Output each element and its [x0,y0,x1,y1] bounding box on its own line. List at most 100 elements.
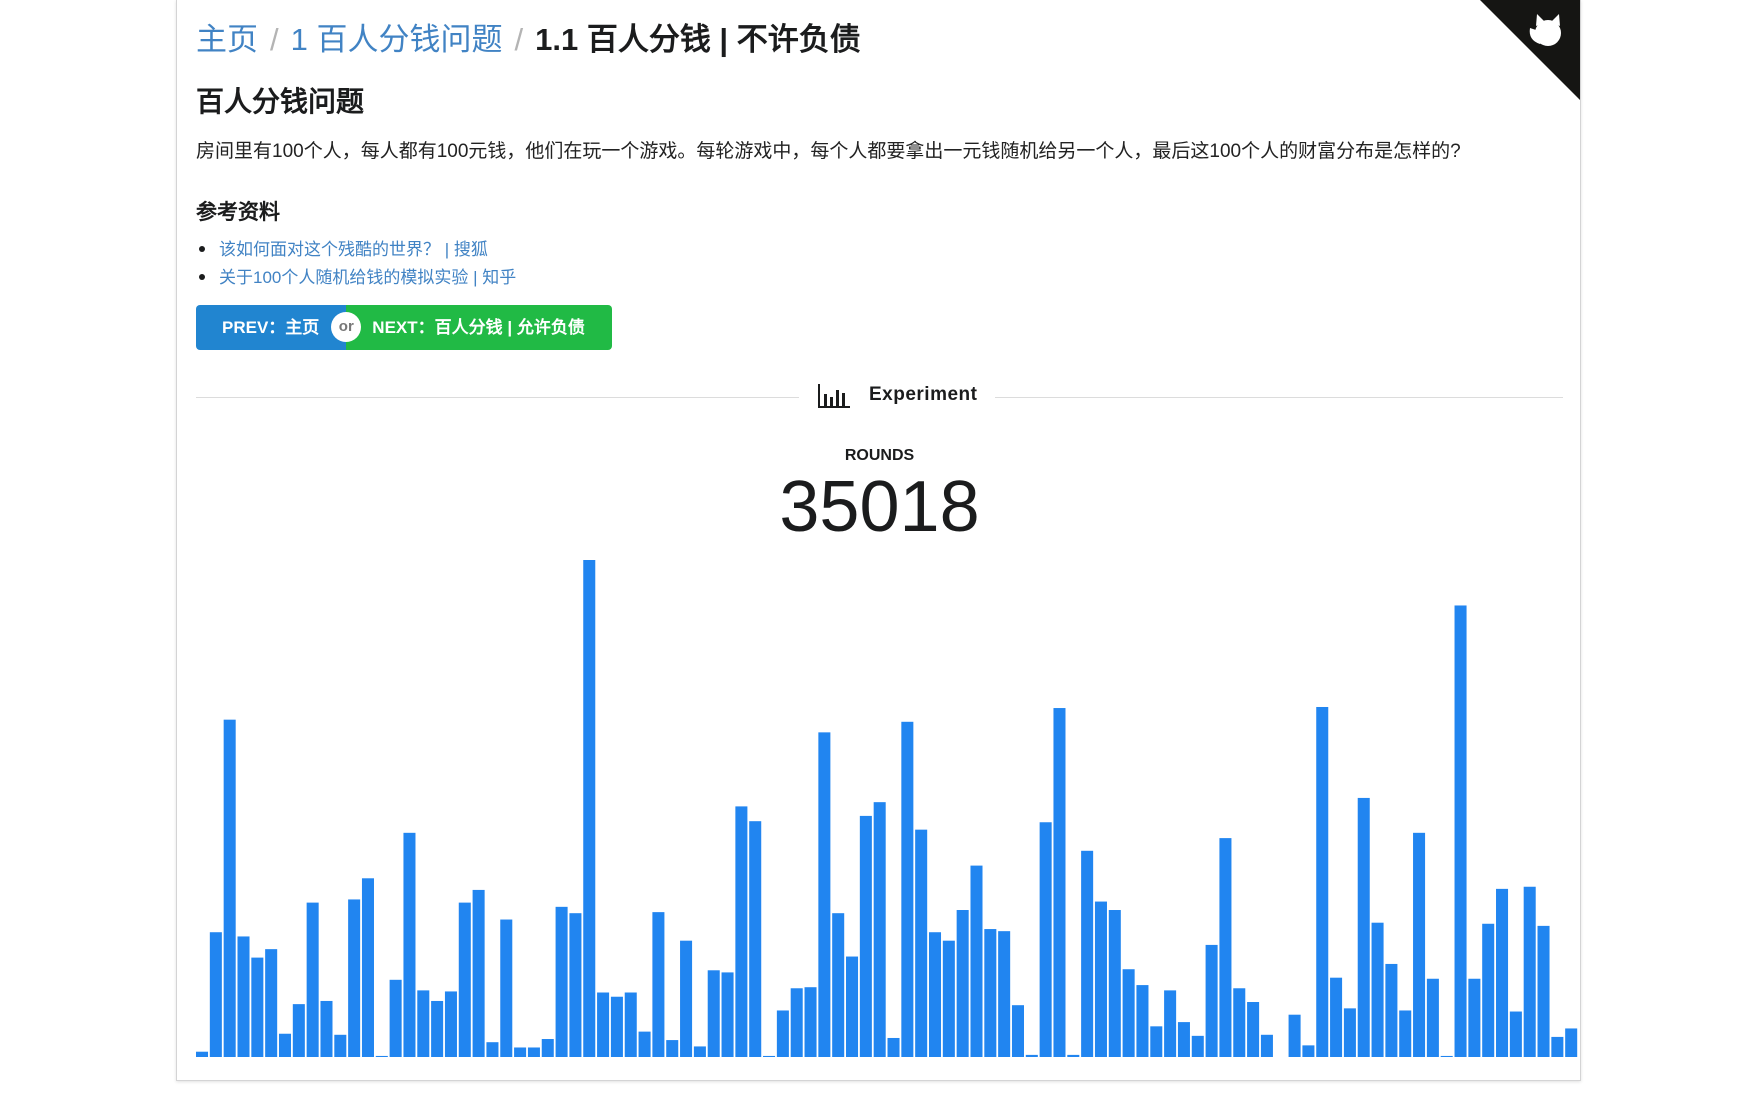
chart-bar-78 [1260,1034,1273,1057]
page-card: 主页 / 1 百人分钱问题 / 1.1 百人分钱 | 不许负债 百人分钱问题 房间里有1… [176,0,1581,1081]
chart-bar-76 [1233,988,1246,1057]
bullet-icon [199,246,205,253]
chart-bar-59 [998,931,1011,1057]
chart-bar-21 [472,889,485,1057]
bar-chart-icon [818,384,850,408]
chart-bar-32 [624,992,637,1057]
chart-bar-89 [1413,832,1426,1057]
chart-bar-51 [887,1037,900,1057]
chart-bar-3 [223,719,236,1057]
chart-bar-45 [804,987,817,1057]
reference-link-zhihu[interactable]: 关于100个人随机给钱的模拟实验 | 知乎 [219,268,517,287]
chart-bar-85 [1357,797,1370,1057]
breadcrumb-separator: / [270,22,279,57]
chart-bar-22 [486,1042,499,1057]
chart-bar-17 [417,990,430,1057]
chart-bar-60 [1011,1005,1024,1057]
chart-bar-64 [1067,1054,1080,1057]
chart-bar-30 [597,992,610,1057]
wealth-distribution-chart [196,560,1578,1057]
references-list: 该如何面对这个残酷的世界？ | 搜狐 关于100个人随机给钱的模拟实验 | 知乎 [196,236,516,292]
chart-bar-46 [818,732,831,1057]
chart-bar-49 [859,815,872,1057]
chart-bar-86 [1371,922,1384,1057]
chart-bar-18 [431,1000,444,1057]
chart-bar-19 [444,991,457,1057]
chart-bar-70 [1150,1026,1163,1057]
breadcrumb: 主页 / 1 百人分钱问题 / 1.1 百人分钱 | 不许负债 [196,14,861,59]
divider-line-left [196,397,799,398]
chart-bar-36 [680,940,693,1057]
chart-bar-77 [1247,1002,1260,1057]
breadcrumb-separator: / [514,22,524,57]
chart-bar-29 [583,560,596,1057]
chart-bar-97 [1523,886,1536,1057]
github-corner-icon[interactable] [1480,0,1580,100]
chart-bar-34 [652,912,665,1057]
chart-bar-12 [348,899,361,1057]
chart-bar-88 [1399,1010,1412,1057]
chart-bar-82 [1316,706,1329,1057]
chart-bar-65 [1081,850,1094,1057]
experiment-divider: Experiment [799,382,996,408]
chart-bar-15 [389,979,402,1057]
chart-bar-14 [375,1055,388,1057]
breadcrumb-home-link[interactable]: 主页 [196,22,258,57]
chart-bar-92 [1454,605,1467,1057]
chart-bar-57 [970,865,983,1057]
chart-bar-13 [361,878,374,1057]
chart-bar-41 [749,821,762,1057]
list-item: 关于100个人随机给钱的模拟实验 | 知乎 [196,264,516,292]
chart-bar-25 [527,1047,540,1057]
chart-bar-11 [334,1034,347,1057]
chart-bar-5 [251,957,264,1057]
problem-description: 房间里有100个人，每人都有100元钱，他们在玩一个游戏。每轮游戏中，每个人都要… [196,141,1461,162]
chart-bar-55 [942,940,955,1057]
chart-bar-56 [956,910,969,1057]
list-item: 该如何面对这个残酷的世界？ | 搜狐 [196,236,516,264]
chart-bar-84 [1343,1008,1356,1057]
chart-bar-37 [693,1046,706,1057]
chart-bar-75 [1219,838,1232,1057]
breadcrumb-current: 1.1 百人分钱 | 不许负债 [535,22,861,57]
chart-bar-66 [1094,901,1107,1057]
chart-bar-31 [610,996,623,1057]
chart-bar-20 [458,902,471,1057]
chart-bar-69 [1136,985,1149,1057]
chart-bar-48 [846,956,859,1057]
chart-bar-38 [707,970,720,1057]
next-button[interactable]: NEXT：百人分钱 | 允许负债 [346,305,612,350]
chart-bar-83 [1330,977,1343,1057]
chart-bar-62 [1039,822,1052,1057]
chart-bar-53 [915,829,928,1057]
chart-bar-52 [901,721,914,1057]
chart-bar-42 [763,1055,776,1057]
chart-bar-40 [735,806,748,1057]
chart-bar-4 [237,936,250,1057]
chart-bar-98 [1537,925,1550,1057]
divider-line-right [978,397,1563,398]
chart-bar-74 [1205,944,1218,1057]
breadcrumb-section-link[interactable]: 1 百人分钱问题 [290,22,503,57]
chart-bar-54 [928,932,942,1057]
reference-link-sohu[interactable]: 该如何面对这个残酷的世界？ | 搜狐 [219,240,488,259]
rounds-label: ROUNDS [844,447,915,464]
chart-bar-26 [541,1039,554,1057]
chart-bar-43 [776,1010,789,1057]
chart-bar-61 [1025,1054,1038,1057]
chart-bar-68 [1122,969,1135,1057]
chart-bar-63 [1053,708,1066,1057]
chart-bar-33 [638,1031,651,1057]
chart-bar-27 [555,906,568,1057]
chart-bar-93 [1468,978,1481,1057]
chart-bar-16 [403,832,416,1057]
chart-bar-28 [569,913,582,1057]
page-title: 百人分钱问题 [196,86,365,117]
chart-bar-73 [1191,1035,1204,1057]
or-label: or [331,312,362,342]
chart-bar-6 [265,949,278,1057]
chart-bar-87 [1385,963,1398,1057]
chart-bar-39 [721,972,734,1057]
chart-bar-81 [1302,1045,1315,1057]
prev-button[interactable]: PREV：主页 [196,305,347,350]
